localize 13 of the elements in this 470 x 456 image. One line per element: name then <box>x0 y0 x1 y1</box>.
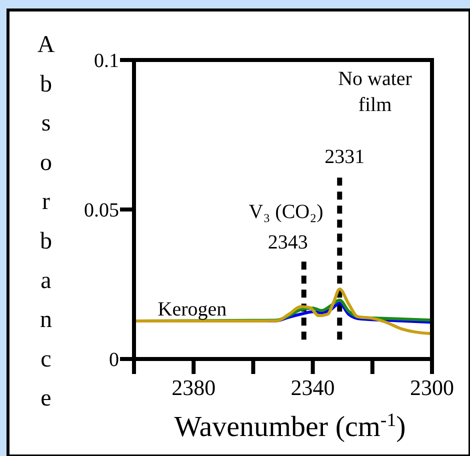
x-axis-title: Wavenumber (cm$^{-1}$) <box>174 410 406 443</box>
x-tick-label: 2380 <box>172 375 216 400</box>
y-tick-label: 0 <box>109 349 119 371</box>
ref-line-label: 2343 <box>268 231 308 254</box>
ref-line-label: 2331 <box>324 146 365 168</box>
annotation: Kerogen <box>158 298 227 321</box>
x-tick-label: 2300 <box>410 375 454 400</box>
annotation: V₃ (CO₂) <box>248 201 324 223</box>
x-tick-label: 2340 <box>290 375 335 400</box>
text: Absorbance <box>37 32 55 412</box>
y-tick-label: 0.1 <box>94 50 119 72</box>
annotation: No water film <box>338 68 412 116</box>
y-tick-label: 0.05 <box>84 200 119 222</box>
